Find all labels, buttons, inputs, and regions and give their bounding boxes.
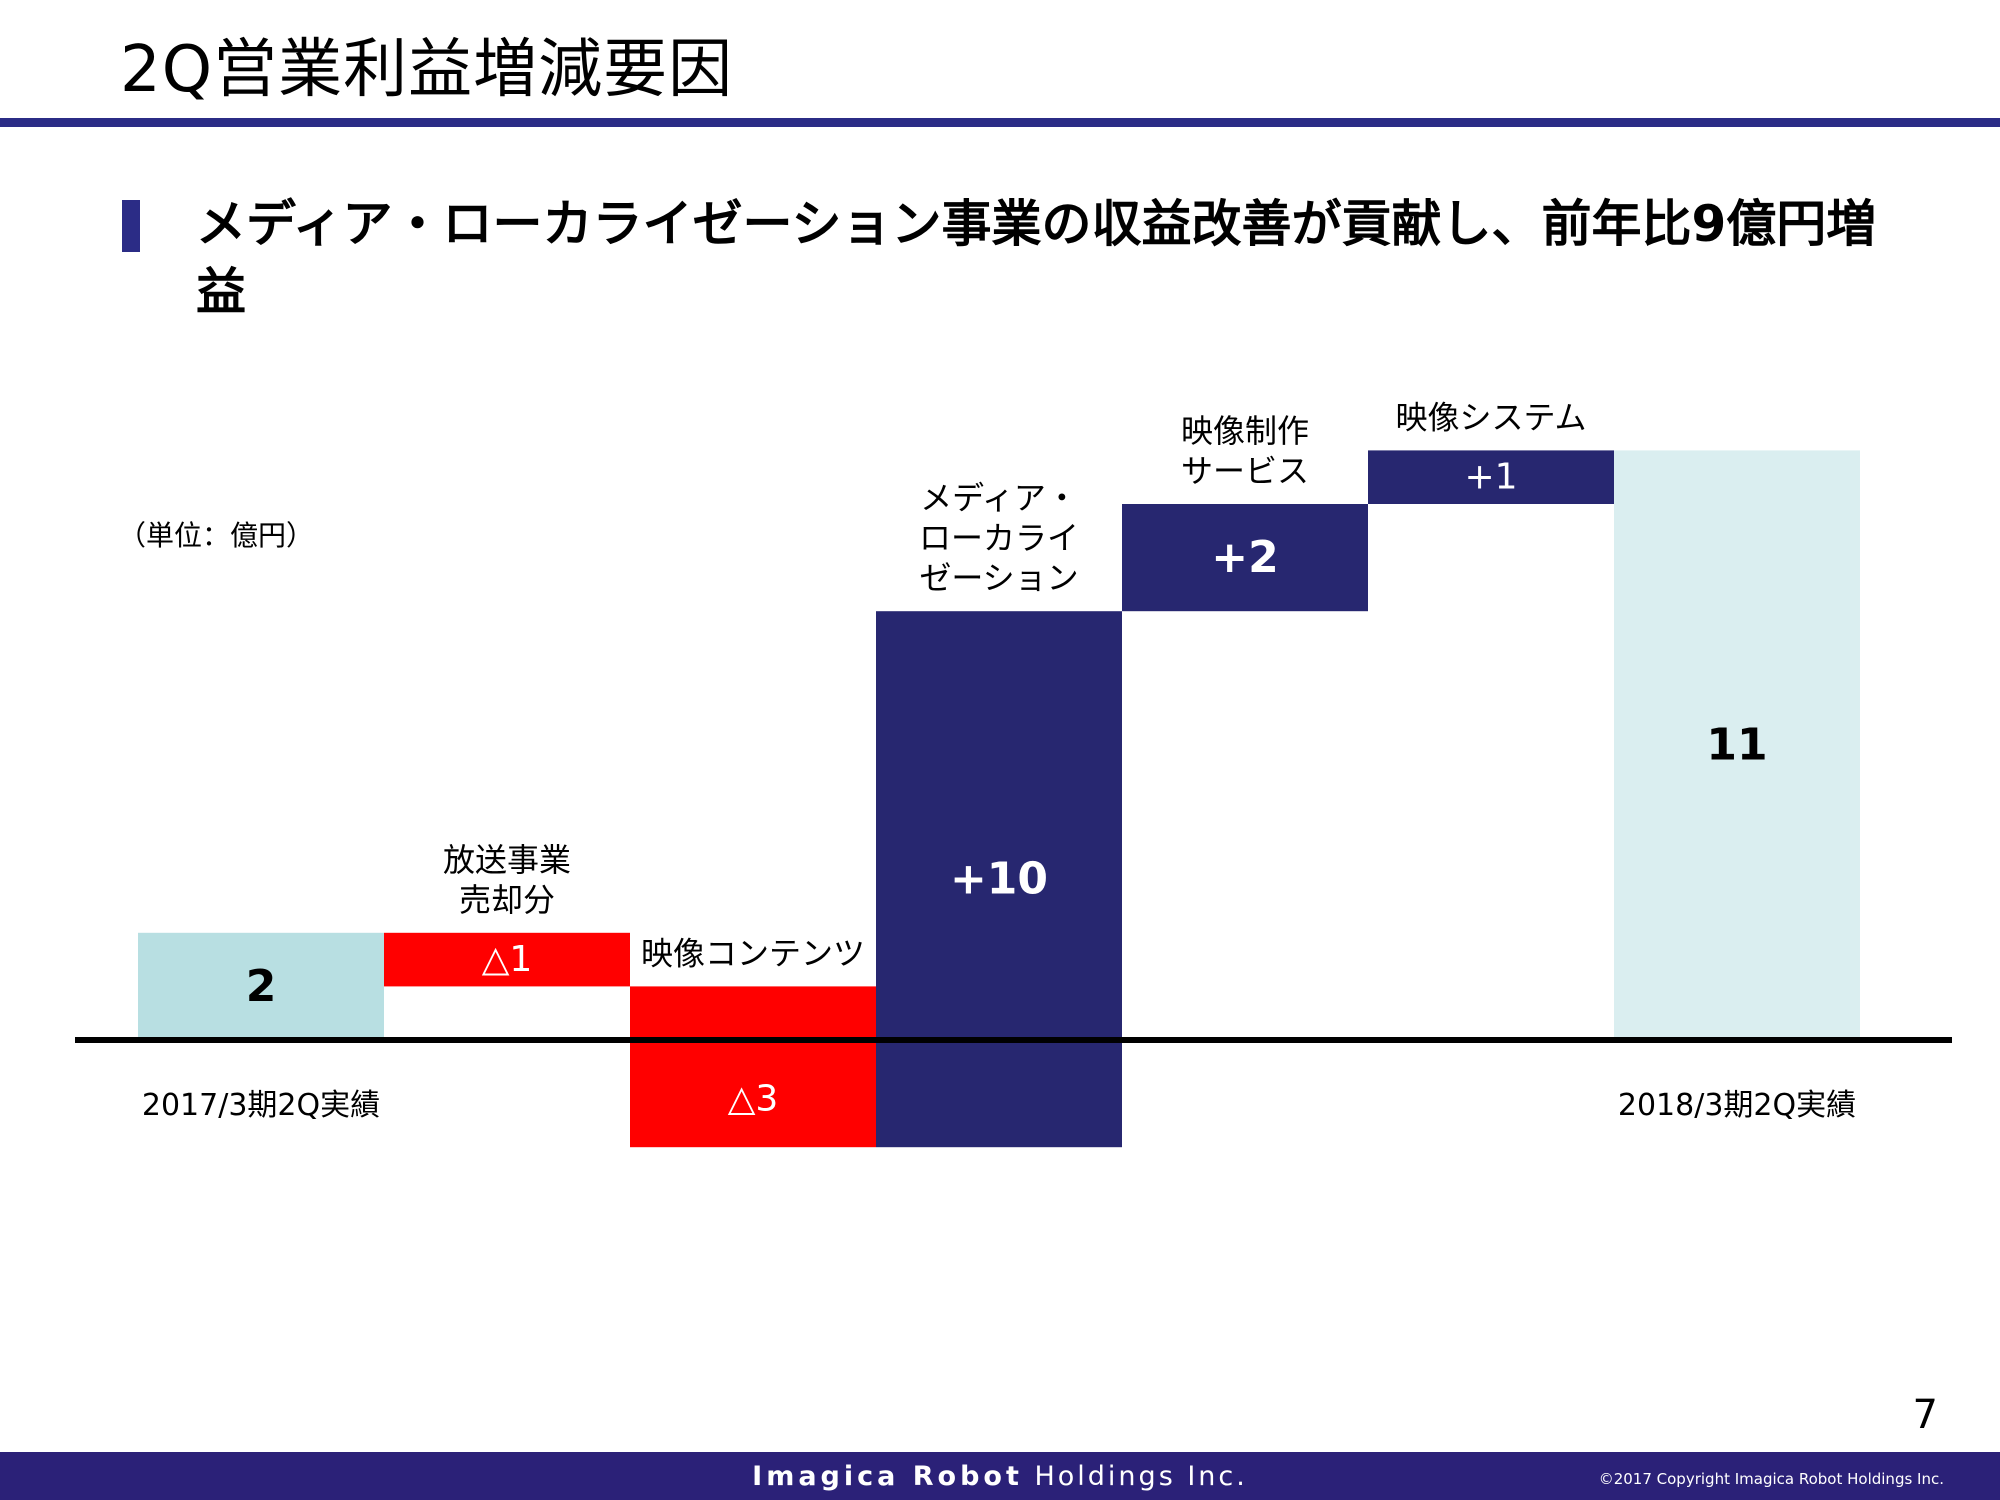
bar-value-label-3: +10 <box>950 854 1048 905</box>
category-label-line: 放送事業 <box>443 841 571 879</box>
bar-6 <box>1614 450 1860 1040</box>
category-label-line: ゼーション <box>919 559 1078 597</box>
bar-value-label-2: △3 <box>728 1079 779 1120</box>
category-label-line: 売却分 <box>459 881 555 919</box>
category-label-line: 映像コンテンツ <box>641 934 865 972</box>
category-label-6: 2018/3期2Q実績 <box>1618 1088 1856 1123</box>
footer-brand-bold: Imagica Robot <box>752 1461 1023 1492</box>
footer-copyright: ©2017 Copyright Imagica Robot Holdings I… <box>1598 1470 1944 1488</box>
bar-value-label-0: 2 <box>246 961 277 1012</box>
bar-value-label-4: +2 <box>1211 532 1278 583</box>
footer-brand-rest: Holdings Inc. <box>1022 1461 1248 1492</box>
bar-2 <box>630 986 876 1148</box>
headline-bullet-marker <box>122 200 140 252</box>
category-label-5: 映像システム <box>1395 398 1586 436</box>
category-label-line: ローカライ <box>919 519 1079 557</box>
bar-4 <box>1122 504 1368 612</box>
bar-5 <box>1368 450 1614 504</box>
bar-value-label-1: △1 <box>482 939 533 980</box>
category-label-line: 映像システム <box>1395 398 1586 436</box>
category-label-2: 映像コンテンツ <box>641 934 865 972</box>
bar-value-label-5: +1 <box>1464 457 1517 498</box>
bar-0 <box>138 932 384 1040</box>
bar-value-label-6: 11 <box>1706 720 1767 771</box>
headline-text: メディア・ローカライゼーション事業の収益改善が貢献し、前年比9億円増益 <box>196 195 1877 321</box>
slide-title: 2Q営業利益増減要因 <box>120 33 734 107</box>
page-number: 7 <box>1912 1392 1938 1438</box>
category-label-0: 2017/3期2Q実績 <box>142 1088 380 1123</box>
unit-label: （単位：億円） <box>118 519 315 552</box>
footer-brand: Imagica Robot Holdings Inc. <box>0 1461 2000 1492</box>
category-label-1: 放送事業売却分 <box>443 841 571 919</box>
category-label-3: メディア・ローカライゼーション <box>919 479 1079 597</box>
title-divider <box>0 118 2000 127</box>
category-label-line: 映像制作 <box>1181 412 1309 450</box>
category-label-4: 映像制作サービス <box>1181 412 1309 490</box>
bar-1 <box>384 932 630 987</box>
footer-bar <box>0 1452 2000 1500</box>
category-label-line: メディア・ <box>920 479 1078 517</box>
waterfall-chart: 2 2017/3期2Q実績 △1 放送事業売却分 △3 映像コンテンツ +10 メディア・ロー… <box>75 398 1952 1148</box>
bar-3 <box>876 611 1122 1148</box>
category-label-line: サービス <box>1181 452 1309 490</box>
